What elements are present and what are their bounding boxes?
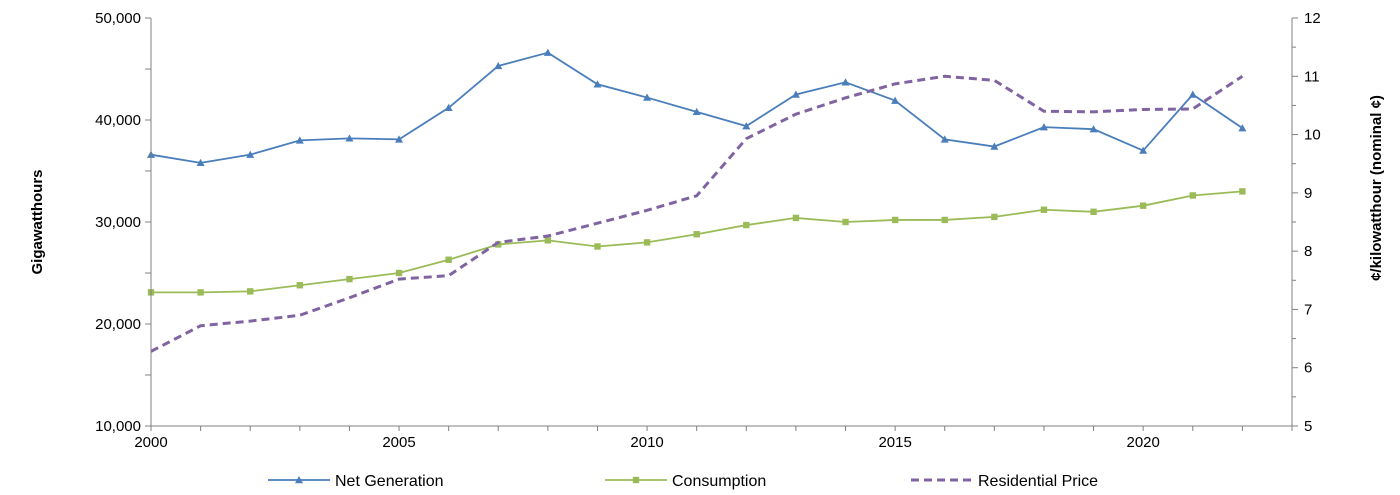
data-point-net-generation xyxy=(345,134,354,142)
data-point-net-generation xyxy=(196,158,205,167)
data-point-net-generation xyxy=(1139,146,1148,154)
x-tick-label: 2000 xyxy=(134,434,167,451)
right-tick-label: 12 xyxy=(1304,10,1321,27)
data-point-net-generation xyxy=(543,48,552,56)
left-tick-label: 50,000 xyxy=(95,10,141,27)
data-point-net-generation xyxy=(593,80,602,88)
right-tick-label: 8 xyxy=(1304,243,1312,260)
data-point-net-generation xyxy=(395,135,404,143)
data-point-consumption xyxy=(1040,206,1048,213)
data-point-consumption xyxy=(891,216,899,224)
legend-label-residential-price: Residential Price xyxy=(978,473,1098,490)
data-point-net-generation xyxy=(891,96,900,104)
data-point-net-generation xyxy=(841,78,850,86)
data-point-consumption xyxy=(395,269,403,277)
right-tick-label: 11 xyxy=(1304,68,1320,85)
data-point-net-generation xyxy=(742,122,751,130)
data-point-consumption xyxy=(346,275,353,283)
data-point-net-generation xyxy=(246,150,255,158)
right-tick-label: 9 xyxy=(1304,185,1312,202)
left-tick-label: 10,000 xyxy=(95,418,141,435)
data-point-consumption xyxy=(1189,192,1196,199)
data-point-consumption xyxy=(247,288,254,295)
data-point-consumption xyxy=(1139,202,1147,209)
data-point-consumption xyxy=(842,218,849,226)
legend-item-net-generation: Net Generation xyxy=(268,473,444,490)
data-point-consumption xyxy=(495,241,502,248)
right-tick-label: 5 xyxy=(1304,418,1312,435)
x-tick-label: 2015 xyxy=(878,434,911,451)
legend-marker-consumption xyxy=(632,476,640,484)
data-point-net-generation xyxy=(295,136,304,144)
plot-area xyxy=(147,48,1247,353)
x-tick-label: 2005 xyxy=(382,434,415,451)
data-point-consumption xyxy=(1090,208,1097,215)
series-consumption xyxy=(147,188,1246,296)
legend-marker-net-generation xyxy=(295,476,303,484)
data-point-consumption xyxy=(743,221,750,229)
y2-axis-title: ¢/kilowatthour (nominal ¢) xyxy=(1368,95,1385,281)
legend-item-residential-price: Residential Price xyxy=(911,473,1098,490)
right-tick-label: 10 xyxy=(1304,127,1321,144)
legend: Net Generation Consumption Residential Pri… xyxy=(268,473,1098,490)
data-point-consumption xyxy=(1239,188,1246,195)
right-tick-label: 6 xyxy=(1304,360,1312,377)
series-line-net-generation xyxy=(150,51,1243,164)
data-point-consumption xyxy=(693,231,700,238)
left-tick-label: 40,000 xyxy=(95,112,141,129)
data-point-consumption xyxy=(792,214,800,222)
left-y-axis: 10,000 20,000 30,000 40,000 50,000 xyxy=(95,10,152,435)
right-y-axis: 5 6 7 8 9 10 11 12 xyxy=(1291,10,1321,435)
right-tick-label: 7 xyxy=(1304,301,1312,318)
series-line-residential-price xyxy=(150,74,1244,353)
data-point-consumption xyxy=(296,282,304,289)
data-point-net-generation xyxy=(1188,90,1197,98)
data-point-consumption xyxy=(941,216,948,224)
data-point-net-generation xyxy=(940,135,949,143)
series-net-generation xyxy=(147,48,1247,167)
data-point-consumption xyxy=(991,213,998,221)
x-tick-label: 2010 xyxy=(630,434,663,451)
data-point-net-generation xyxy=(1089,125,1098,133)
legend-item-consumption: Consumption xyxy=(605,473,766,490)
y-axis-title: Gigawatthours xyxy=(29,169,46,274)
data-point-consumption xyxy=(445,256,452,263)
data-point-net-generation xyxy=(643,93,652,101)
x-tick-label: 2020 xyxy=(1126,434,1159,451)
x-axis: 2000 2005 2010 2015 2020 xyxy=(134,425,1293,451)
data-point-consumption xyxy=(197,289,204,296)
legend-label-net-generation: Net Generation xyxy=(335,473,444,490)
left-tick-label: 20,000 xyxy=(95,316,141,333)
left-tick-label: 30,000 xyxy=(95,214,141,231)
data-point-net-generation xyxy=(1238,124,1247,132)
data-point-consumption xyxy=(594,243,601,250)
data-point-net-generation xyxy=(444,103,453,111)
data-point-net-generation xyxy=(494,61,503,70)
data-point-consumption xyxy=(643,239,651,246)
data-point-consumption xyxy=(544,237,552,244)
data-point-net-generation xyxy=(692,107,701,116)
data-point-net-generation xyxy=(791,90,800,98)
series-residential-price xyxy=(150,74,1244,353)
series-line-consumption xyxy=(151,190,1243,294)
legend-label-consumption: Consumption xyxy=(672,473,766,490)
data-point-net-generation xyxy=(990,142,999,150)
data-point-net-generation xyxy=(1039,123,1048,131)
